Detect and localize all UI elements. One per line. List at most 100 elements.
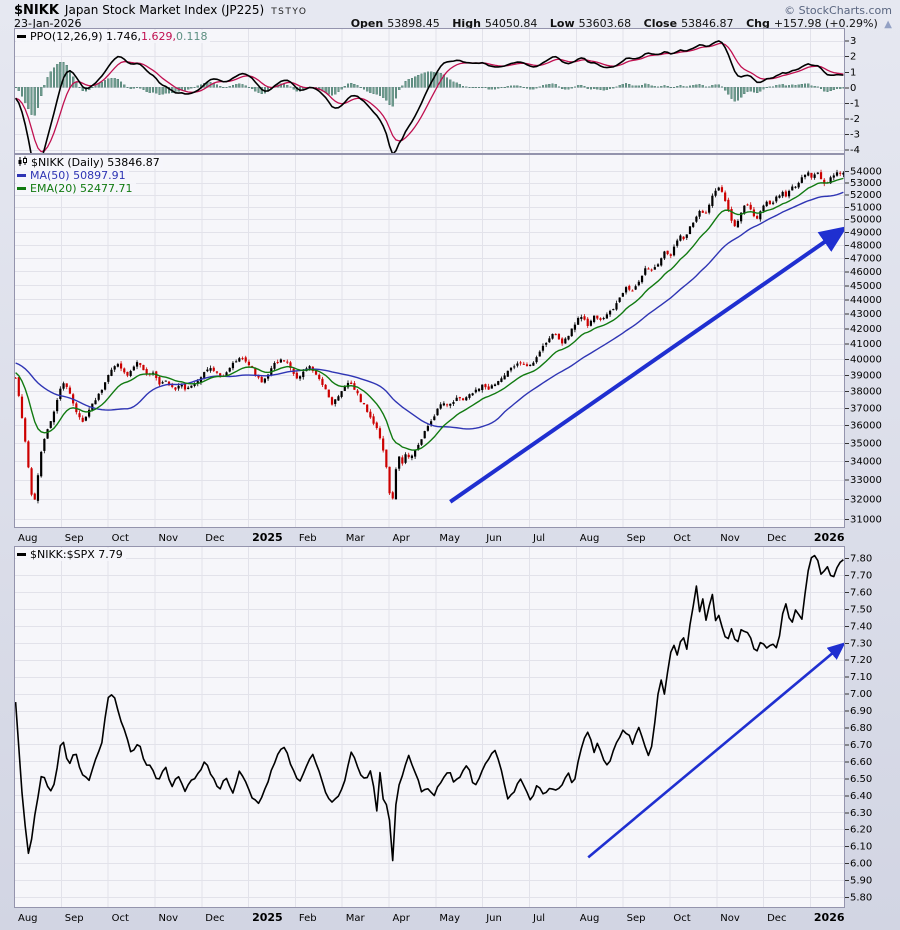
x-tick-label: Aug xyxy=(18,913,38,924)
y-tick-label: 2 xyxy=(850,52,856,63)
y-tick-label: 7.80 xyxy=(850,554,872,565)
high-value: 54050.84 xyxy=(484,17,538,30)
ma50-line xyxy=(15,191,844,430)
x-tick-label: Jun xyxy=(485,533,502,544)
y-tick-label: 42000 xyxy=(850,324,882,335)
x-tick-label: 2026 xyxy=(814,911,845,924)
y-tick-label: 0 xyxy=(850,83,856,94)
y-tick-label: 50000 xyxy=(850,215,882,226)
y-tick-label: 43000 xyxy=(850,309,882,320)
y-tick-label: 7.60 xyxy=(850,587,872,598)
ratio-legend-label: $NIKK:$SPX 7.79 xyxy=(30,548,123,561)
x-tick-label: May xyxy=(439,913,460,924)
ppo-line-swatch xyxy=(17,35,26,38)
copyright: © StockCharts.com xyxy=(784,4,892,17)
y-tick-label: 36000 xyxy=(850,421,882,432)
x-tick-label: Dec xyxy=(767,913,786,924)
page-title: Japan Stock Market Index (JP225) xyxy=(64,3,265,17)
y-tick-label: 33000 xyxy=(850,475,882,486)
y-tick-label: 7.30 xyxy=(850,638,872,649)
x-tick-label: Sep xyxy=(65,533,84,544)
x-tick-label: Apr xyxy=(393,913,411,924)
x-tick-label: Dec xyxy=(205,913,224,924)
chart-date: 23-Jan-2026 xyxy=(14,17,82,30)
y-tick-label: 51000 xyxy=(850,202,882,213)
y-tick-label: 7.50 xyxy=(850,604,872,615)
x-tick-label: Nov xyxy=(159,533,179,544)
open-label: Open xyxy=(350,17,384,30)
y-tick-label: 6.70 xyxy=(850,740,872,751)
price-legend-symbol: $NIKK (Daily) 53846.87 xyxy=(31,156,160,169)
open-value: 53898.45 xyxy=(387,17,440,30)
gridlines xyxy=(14,546,845,908)
y-tick-label: 5.90 xyxy=(850,876,872,887)
x-tick-label: Sep xyxy=(627,913,646,924)
low-value: 53603.68 xyxy=(578,17,632,30)
ma50-swatch xyxy=(17,174,26,177)
y-tick-label: 7.10 xyxy=(850,672,872,683)
x-axis-bottom: Aug Sep Oct Nov Dec 2025 Feb Mar Apr May Jun Jul Aug… xyxy=(18,911,845,924)
ppo-legend-signal: 1.629, xyxy=(140,30,176,43)
gridlines xyxy=(14,154,845,528)
y-tick-label: -3 xyxy=(850,129,860,140)
ppo-legend-main: PPO(12,26,9) 1.746, xyxy=(30,30,141,43)
y-tick-label: 6.90 xyxy=(850,706,872,717)
x-tick-label: Mar xyxy=(346,533,366,544)
x-tick-label: Feb xyxy=(299,913,317,924)
x-tick-label: 2026 xyxy=(814,531,845,544)
x-tick-label: Jun xyxy=(485,913,502,924)
y-tick-label: 47000 xyxy=(850,254,882,265)
y-tick-label: 6.30 xyxy=(850,808,872,819)
y-tick-label: 37000 xyxy=(850,403,882,414)
x-tick-label: Oct xyxy=(112,913,129,924)
y-tick-label: 6.00 xyxy=(850,859,872,870)
ppo-legend: PPO(12,26,9) 1.746, 1.629, 0.118 xyxy=(16,30,211,43)
x-tick-label: May xyxy=(439,533,460,544)
ema20-line xyxy=(15,177,844,451)
y-tick-label: 5.80 xyxy=(850,893,872,904)
x-tick-label: Aug xyxy=(18,533,38,544)
y-tick-label: 49000 xyxy=(850,227,882,238)
x-tick-label: Aug xyxy=(580,533,600,544)
chart-header: $NIKK Japan Stock Market Index (JP225) T… xyxy=(0,0,900,30)
y-tick-label: 35000 xyxy=(850,438,882,449)
price-legend-ema: EMA(20) 52477.71 xyxy=(30,182,133,195)
price-legend-ma: MA(50) 50897.91 xyxy=(30,169,126,182)
y-tick-label: 46000 xyxy=(850,267,882,278)
y-tick-label: 39000 xyxy=(850,370,882,381)
x-tick-label: Apr xyxy=(393,533,411,544)
y-tick-label: 3 xyxy=(850,36,856,47)
low-label: Low xyxy=(549,17,575,30)
x-tick-label: Nov xyxy=(720,533,740,544)
ratio-legend: $NIKK:$SPX 7.79 xyxy=(16,548,126,561)
ppo-panel-svg: 3 2 1 0 -1 -2 -3 -4 xyxy=(14,28,860,154)
y-tick-label: 7.00 xyxy=(850,689,872,700)
y-tick-label: 7.70 xyxy=(850,570,872,581)
x-tick-label: Mar xyxy=(346,913,366,924)
y-tick-label: 41000 xyxy=(850,339,882,350)
y-tick-label: 44000 xyxy=(850,295,882,306)
y-tick-label: 6.20 xyxy=(850,825,872,836)
y-tick-label: 6.50 xyxy=(850,774,872,785)
x-tick-label: Jul xyxy=(532,913,545,924)
high-label: High xyxy=(452,17,481,30)
ema20-swatch xyxy=(17,187,26,190)
y-tick-label: 53000 xyxy=(850,178,882,189)
ppo-panel: 3 2 1 0 -1 -2 -3 -4 PPO(12,26,9) 1.746, 1.629, … xyxy=(0,28,900,154)
y-tick-label: 38000 xyxy=(850,387,882,398)
x-tick-label: Feb xyxy=(299,533,317,544)
y-tick-label: -4 xyxy=(850,145,860,154)
y-tick-label: 6.60 xyxy=(850,757,872,768)
y-tick-label: -2 xyxy=(850,114,860,125)
x-tick-label: Oct xyxy=(112,533,129,544)
x-tick-label: Sep xyxy=(65,913,84,924)
ppo-line xyxy=(14,40,844,154)
x-tick-label: Nov xyxy=(720,913,740,924)
y-tick-label: 40000 xyxy=(850,355,882,366)
exchange-label: TSTYO xyxy=(271,7,308,17)
y-tick-label: 48000 xyxy=(850,240,882,251)
chg-value: +157.98 (+0.29%) xyxy=(773,17,878,30)
y-tick-label: 45000 xyxy=(850,281,882,292)
y-tick-label: 6.10 xyxy=(850,842,872,853)
y-tick-label: 31000 xyxy=(850,514,882,525)
